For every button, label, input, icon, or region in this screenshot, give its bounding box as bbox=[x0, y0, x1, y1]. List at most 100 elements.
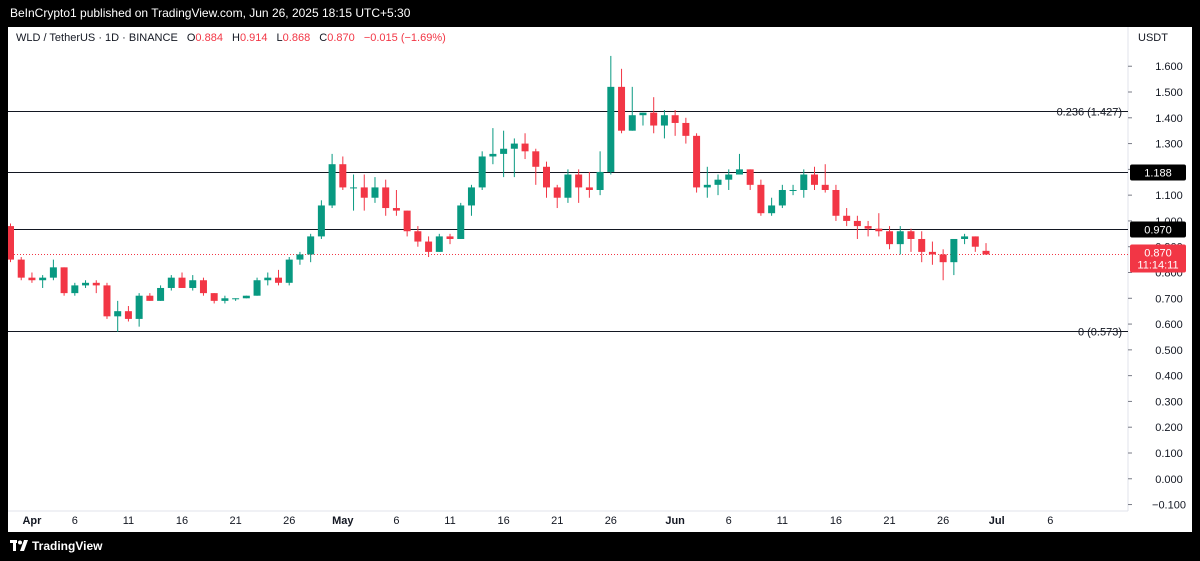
candle-body bbox=[778, 189, 786, 206]
current-price-value: 0.870 bbox=[1144, 247, 1172, 259]
candle-body bbox=[886, 231, 894, 245]
candle-body bbox=[650, 112, 658, 126]
x-tick-label: Jun bbox=[665, 515, 685, 527]
candle-body bbox=[17, 259, 25, 278]
candle-body bbox=[60, 267, 68, 294]
legend-change: −0.015 (−1.69%) bbox=[363, 32, 446, 44]
candle-body bbox=[864, 226, 872, 229]
candle-body bbox=[564, 174, 572, 198]
candle-body bbox=[693, 135, 701, 188]
candle-body bbox=[478, 156, 486, 188]
x-tick-label: 6 bbox=[726, 515, 732, 527]
candle-body bbox=[532, 151, 540, 167]
candle-body bbox=[296, 254, 304, 260]
candle-body bbox=[242, 295, 250, 299]
candle-body bbox=[425, 241, 433, 252]
y-tick-label: 1.500 bbox=[1155, 87, 1183, 99]
candle-body bbox=[800, 174, 808, 190]
candle-body bbox=[553, 187, 561, 198]
y-tick-label: 1.100 bbox=[1155, 190, 1183, 202]
level-price-badge-text: 1.188 bbox=[1144, 168, 1172, 180]
candle-body bbox=[489, 153, 497, 157]
y-tick-label: 0.000 bbox=[1155, 474, 1183, 486]
candle-body bbox=[811, 174, 818, 185]
candle-body bbox=[253, 280, 261, 296]
candle-body bbox=[521, 143, 529, 152]
legend-open-value: 0.884 bbox=[195, 32, 223, 44]
legend-low-label: L bbox=[276, 32, 283, 44]
footer-brand: TradingView bbox=[32, 539, 103, 553]
candle-body bbox=[596, 171, 604, 190]
legend-high-label: H bbox=[232, 32, 240, 44]
level-label: 0 (0.573) bbox=[1078, 327, 1122, 339]
y-tick-label: 0.600 bbox=[1155, 319, 1183, 331]
x-tick-label: May bbox=[332, 515, 354, 527]
candle-body bbox=[92, 282, 100, 286]
candle-body bbox=[457, 205, 465, 239]
candle-body bbox=[414, 231, 422, 242]
candle-body bbox=[510, 143, 518, 149]
level-price-badge-text: 0.970 bbox=[1144, 225, 1172, 237]
candle-body bbox=[435, 236, 443, 252]
candle-body bbox=[714, 179, 722, 185]
candle-body bbox=[971, 236, 979, 247]
candle-body bbox=[939, 254, 947, 263]
current-price-badge bbox=[1130, 244, 1186, 273]
candle-body bbox=[907, 231, 915, 239]
symbol-legend: WLD / TetherUS · 1D · BINANCE O0.884 H0.… bbox=[16, 32, 446, 44]
y-tick-label: 1.400 bbox=[1155, 113, 1183, 125]
y-tick-label: 0.500 bbox=[1155, 345, 1183, 357]
tradingview-logo-icon bbox=[10, 540, 28, 551]
candle-body bbox=[703, 184, 711, 188]
y-tick-label: 1.300 bbox=[1155, 139, 1183, 151]
x-tick-label: 16 bbox=[830, 515, 842, 527]
candle-body bbox=[403, 210, 411, 232]
legend-high-value: 0.914 bbox=[239, 32, 268, 44]
candle-body bbox=[114, 311, 122, 317]
candle-body bbox=[103, 285, 111, 317]
candlestick-chart[interactable]: USDT1.6001.5001.4001.3001.2001.1001.0000… bbox=[8, 27, 1192, 532]
candle-body bbox=[746, 169, 754, 185]
candle-body bbox=[575, 174, 583, 188]
candle-body bbox=[628, 115, 636, 131]
candle-body bbox=[928, 251, 936, 255]
x-tick-label: 6 bbox=[1047, 515, 1053, 527]
candle-body bbox=[371, 187, 379, 198]
candle-body bbox=[853, 220, 861, 227]
candle-body bbox=[467, 187, 475, 206]
candle-body bbox=[896, 231, 904, 245]
x-tick-label: Jul bbox=[989, 515, 1005, 527]
candle-body bbox=[8, 226, 14, 260]
publisher-bar: BeInCrypto1 published on TradingView.com… bbox=[0, 0, 1200, 27]
candle-body bbox=[199, 280, 207, 294]
candle-body bbox=[232, 298, 240, 300]
candle-body bbox=[446, 236, 454, 239]
candle-body bbox=[285, 259, 293, 283]
tradingview-logo[interactable]: TradingView bbox=[10, 539, 102, 553]
candle-body bbox=[682, 122, 690, 136]
candle-body bbox=[317, 205, 325, 237]
x-tick-label: 16 bbox=[497, 515, 509, 527]
y-tick-label: 0.100 bbox=[1155, 448, 1183, 460]
candle-body bbox=[918, 238, 926, 252]
candle-body bbox=[360, 187, 368, 198]
candle-body bbox=[768, 205, 776, 214]
legend-open-label: O bbox=[186, 32, 196, 44]
x-tick-label: 26 bbox=[937, 515, 949, 527]
candle-body bbox=[961, 236, 969, 239]
candle-body bbox=[725, 174, 733, 180]
candle-countdown: 11:14:11 bbox=[1137, 259, 1178, 271]
candle-body bbox=[950, 238, 958, 263]
candle-body bbox=[543, 166, 550, 188]
candle-body bbox=[735, 169, 743, 175]
candle-body bbox=[843, 215, 851, 221]
candle-body bbox=[328, 164, 336, 206]
candle-body bbox=[189, 280, 197, 288]
candle-body bbox=[618, 86, 626, 131]
y-tick-label: 0.700 bbox=[1155, 293, 1183, 305]
candle-body bbox=[585, 187, 593, 190]
x-tick-label: 16 bbox=[176, 515, 188, 527]
candle-body bbox=[982, 250, 990, 255]
footer-bar: TradingView bbox=[0, 532, 1200, 561]
x-tick-label: 6 bbox=[72, 515, 78, 527]
